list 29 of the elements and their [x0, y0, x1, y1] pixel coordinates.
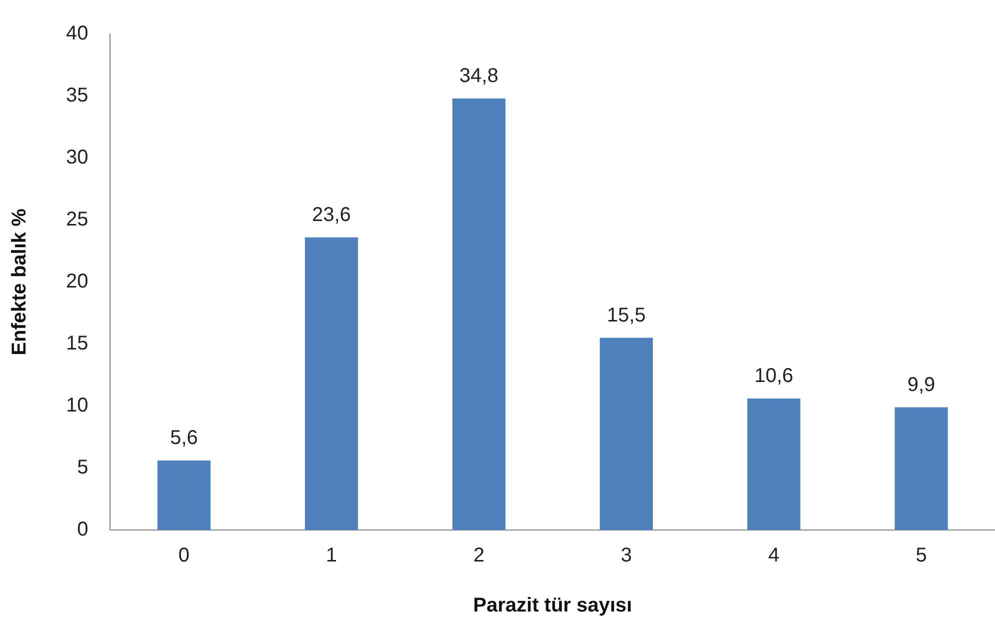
- x-tick-label: 2: [473, 544, 484, 567]
- y-tick-label: 15: [66, 332, 88, 355]
- data-label: 34,8: [459, 64, 498, 87]
- x-tick-label: 0: [178, 544, 190, 567]
- y-tick-label: 30: [66, 146, 88, 169]
- bar: [894, 407, 948, 530]
- x-tick-label: 1: [326, 544, 337, 567]
- y-axis-title: Enfekte balık %: [8, 208, 31, 356]
- y-tick-label: 0: [77, 518, 88, 541]
- bar: [600, 338, 653, 530]
- x-tick-label: 3: [620, 544, 632, 567]
- y-tick-label: 35: [66, 84, 88, 107]
- data-label: 9,9: [907, 374, 936, 396]
- data-label: 23,6: [312, 204, 351, 226]
- y-tick-label: 10: [66, 394, 88, 417]
- bar: [747, 398, 800, 530]
- y-tick-label: 20: [66, 270, 88, 293]
- x-axis-title: Parazit tür sayısı: [473, 594, 632, 617]
- data-label: 15,5: [606, 304, 646, 326]
- y-tick-label: 40: [66, 22, 88, 45]
- bar: [157, 460, 211, 530]
- x-tick-label: 4: [768, 544, 780, 567]
- bar: [304, 237, 358, 530]
- x-tick-label: 5: [916, 544, 927, 567]
- y-tick-label: 25: [66, 208, 88, 231]
- bar: [452, 98, 506, 530]
- y-tick-label: 5: [77, 456, 88, 479]
- data-label: 10,6: [754, 365, 794, 388]
- data-label: 5,6: [170, 427, 198, 450]
